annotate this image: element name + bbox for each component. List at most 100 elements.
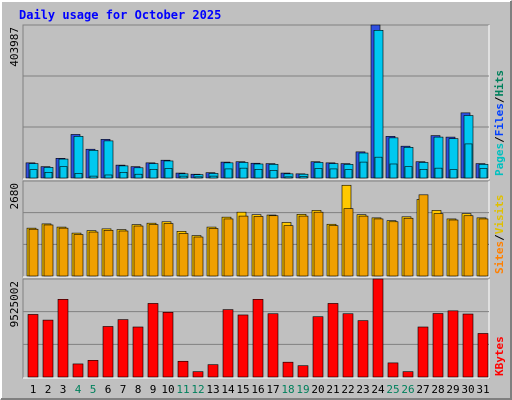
- bar-kbytes-day-16: [252, 299, 264, 378]
- x-tick-label-day-23: 23: [356, 383, 369, 396]
- bar-sites-day-1: [28, 228, 39, 277]
- x-tick-label-day-4: 4: [75, 383, 82, 396]
- x-tick-label-day-15: 15: [236, 383, 249, 396]
- bar-pages-day-1: [29, 169, 38, 179]
- bar-files-day-5: [88, 150, 99, 179]
- bar-kbytes-day-9: [147, 303, 159, 378]
- x-tick-label-day-7: 7: [120, 383, 127, 396]
- bar-sites-day-26: [403, 217, 414, 277]
- bar-pages-day-12: [194, 176, 203, 179]
- labels-layer: 40398726809525002Pages/Files/HitsSites/V…: [8, 27, 506, 396]
- bar-sites-day-6: [103, 229, 114, 277]
- bar-kbytes-day-21: [327, 303, 339, 378]
- x-tick-label-day-19: 19: [296, 383, 309, 396]
- bar-pages-day-28: [434, 167, 443, 179]
- bar-sites-day-11: [178, 233, 189, 277]
- legend-entry-kbytes-0: KBytes: [493, 336, 506, 376]
- x-tick-label-day-12: 12: [191, 383, 204, 396]
- bar-pages-day-29: [449, 169, 458, 179]
- x-tick-label-day-25: 25: [386, 383, 399, 396]
- x-tick-label-day-20: 20: [311, 383, 324, 396]
- x-tick-label-day-22: 22: [341, 383, 354, 396]
- x-tick-label-day-2: 2: [45, 383, 52, 396]
- bar-kbytes-day-14: [222, 309, 234, 378]
- bar-sites-day-7: [118, 230, 129, 277]
- bar-pages-day-14: [224, 168, 233, 179]
- bar-pages-day-18: [284, 176, 293, 179]
- bar-kbytes-day-2: [42, 319, 54, 378]
- bar-pages-day-25: [389, 163, 398, 179]
- legend-entry-visits-sites-0: Sites: [493, 241, 506, 274]
- legend-visits-sites: Sites/Visits: [493, 195, 506, 275]
- bar-kbytes-day-12: [192, 371, 204, 378]
- bar-sites-day-27: [418, 194, 429, 277]
- y-max-label-pages-files-hits: 403987: [8, 27, 21, 67]
- bar-kbytes-day-31: [477, 333, 489, 378]
- bar-pages-day-27: [419, 168, 428, 179]
- x-tick-label-day-8: 8: [135, 383, 142, 396]
- bar-pages-day-5: [89, 175, 98, 179]
- bar-kbytes-day-1: [27, 314, 39, 378]
- x-tick-label-day-13: 13: [206, 383, 219, 396]
- x-tick-label-day-30: 30: [461, 383, 474, 396]
- bar-pages-day-16: [254, 168, 263, 179]
- bars-layer: [23, 24, 489, 378]
- legend-entry-pages-files-hits-4: Hits: [493, 70, 506, 97]
- bar-sites-day-16: [253, 216, 264, 277]
- bar-sites-day-20: [313, 211, 324, 277]
- bar-pages-day-23: [359, 161, 368, 179]
- bar-kbytes-day-22: [342, 313, 354, 378]
- bar-kbytes-day-11: [177, 360, 189, 378]
- bar-sites-day-25: [388, 221, 399, 277]
- bar-pages-day-8: [134, 173, 143, 179]
- bar-kbytes-day-6: [102, 326, 114, 378]
- bar-kbytes-day-28: [432, 313, 444, 378]
- legend-entry-pages-files-hits-0: Pages: [493, 143, 506, 176]
- bar-sites-day-2: [43, 224, 54, 277]
- bar-kbytes-day-23: [357, 320, 369, 378]
- x-tick-label-day-24: 24: [371, 383, 385, 396]
- bar-sites-day-9: [148, 224, 159, 277]
- bar-pages-day-31: [479, 168, 488, 179]
- bar-kbytes-day-8: [132, 326, 144, 378]
- x-tick-label-day-27: 27: [416, 383, 429, 396]
- bar-pages-day-24: [374, 156, 383, 179]
- y-max-label-kbytes: 9525002: [8, 281, 21, 327]
- x-tick-label-day-31: 31: [476, 383, 489, 396]
- bar-pages-day-10: [164, 168, 173, 179]
- bar-kbytes-day-17: [267, 313, 279, 378]
- bar-pages-day-11: [179, 175, 188, 179]
- bar-sites-day-8: [133, 225, 144, 277]
- bar-pages-day-26: [404, 166, 413, 179]
- bar-kbytes-day-5: [87, 360, 99, 378]
- bar-sites-day-31: [478, 218, 489, 277]
- bar-pages-day-6: [104, 174, 113, 179]
- legend-entry-pages-files-hits-3: /: [493, 96, 506, 103]
- bar-kbytes-day-15: [237, 314, 249, 378]
- bar-kbytes-day-24: [372, 278, 384, 378]
- bar-sites-day-13: [208, 228, 219, 277]
- bar-sites-day-28: [433, 213, 444, 277]
- legend-entry-pages-files-hits-1: /: [493, 136, 506, 143]
- legend-entry-pages-files-hits-2: Files: [493, 103, 506, 136]
- bar-files-day-24: [373, 29, 384, 179]
- bar-pages-day-30: [464, 143, 473, 179]
- x-tick-label-day-10: 10: [161, 383, 174, 396]
- bar-kbytes-day-13: [207, 364, 219, 378]
- x-tick-label-day-16: 16: [251, 383, 264, 396]
- bar-pages-day-7: [119, 172, 128, 179]
- bar-kbytes-day-25: [387, 362, 399, 378]
- bar-kbytes-day-30: [462, 313, 474, 378]
- legend-kbytes: KBytes: [493, 336, 506, 376]
- bar-pages-day-4: [74, 173, 83, 179]
- bar-pages-day-9: [149, 168, 158, 179]
- bar-kbytes-day-4: [72, 363, 84, 378]
- bar-pages-day-2: [44, 172, 53, 179]
- bar-kbytes-day-10: [162, 311, 174, 378]
- bar-sites-day-23: [358, 215, 369, 277]
- bar-pages-day-19: [299, 176, 308, 179]
- x-tick-label-day-11: 11: [176, 383, 189, 396]
- bar-sites-day-3: [58, 227, 69, 277]
- bar-pages-day-3: [59, 166, 68, 179]
- legend-pages-files-hits: Pages/Files/Hits: [493, 70, 506, 176]
